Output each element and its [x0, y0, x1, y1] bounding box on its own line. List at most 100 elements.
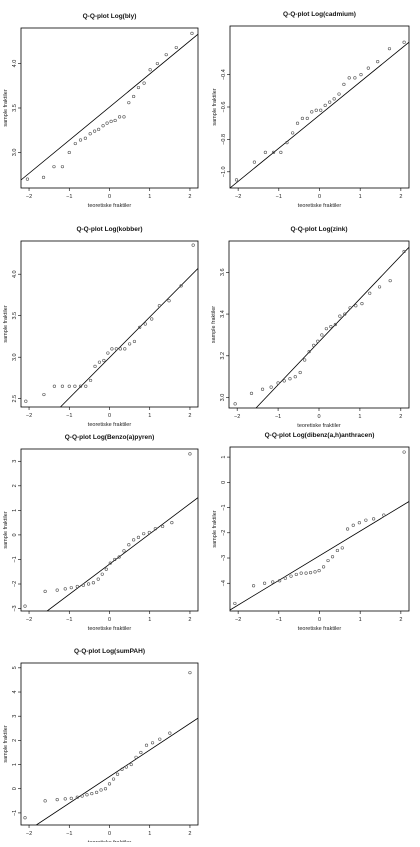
chart-title: Q-Q-plot Log(Benzo(a)pyren) [65, 434, 155, 441]
chart-title: Q-Q-plot Log(dibenz(a,h)anthracen) [265, 432, 375, 439]
data-point [120, 767, 124, 771]
data-point [99, 788, 103, 792]
data-point [343, 312, 347, 316]
data-point [124, 765, 128, 769]
data-point [262, 581, 267, 585]
data-point [168, 731, 172, 735]
x-tick-label: 2 [399, 194, 402, 200]
data-point [69, 796, 73, 801]
y-tick-label: −3 [12, 605, 18, 611]
data-point [122, 115, 126, 119]
data-point [60, 384, 65, 388]
data-point [335, 548, 340, 553]
data-point [80, 794, 84, 798]
data-point [117, 115, 122, 119]
data-point [329, 324, 333, 329]
data-point [153, 527, 157, 531]
data-point [90, 791, 94, 796]
plot-frame [20, 662, 199, 826]
y-tick-label: 3.0 [12, 353, 18, 361]
y-tick-label: 3 [12, 715, 18, 718]
qq-plot-panel-7: Q-Q-plot Log(sumPAH)−2−1012−1012345teore… [3, 648, 199, 846]
data-point [85, 793, 89, 797]
data-point [69, 586, 73, 590]
y-tick-label: −1.0 [221, 166, 227, 177]
data-point [63, 587, 67, 591]
data-point [293, 375, 297, 379]
data-point [348, 306, 352, 310]
y-axis-label: sample fraktiler [3, 725, 9, 762]
x-tick-label: 0 [108, 194, 111, 200]
data-point [402, 249, 406, 254]
data-point [150, 741, 155, 745]
data-point [388, 279, 392, 283]
plot-frame [20, 448, 199, 612]
data-point [317, 569, 321, 573]
data-point [41, 175, 46, 179]
x-tick-label: −1 [66, 194, 72, 200]
data-point [42, 392, 46, 397]
x-tick-label: 0 [108, 413, 111, 419]
y-tick-label: 4.0 [12, 270, 18, 278]
y-tick-label: 3.6 [220, 268, 226, 276]
data-point [321, 565, 326, 569]
y-tick-label: 0 [12, 533, 18, 536]
data-point [158, 737, 162, 741]
chart-title: Q-Q-plot Log(sumPAH) [74, 648, 145, 655]
y-tick-label: −2 [221, 530, 227, 536]
data-point [372, 517, 376, 521]
data-point [128, 342, 132, 346]
data-point [97, 360, 102, 364]
x-tick-label: −2 [235, 194, 241, 200]
data-point [148, 68, 152, 72]
data-point [353, 76, 357, 80]
y-tick-label: 2 [12, 739, 18, 742]
x-tick-label: −2 [26, 194, 32, 200]
data-point [299, 571, 303, 575]
data-point [314, 108, 318, 112]
data-point [366, 66, 370, 70]
data-point [55, 588, 59, 592]
data-point [142, 81, 146, 85]
y-axis-label: sample fraktiler [3, 305, 9, 342]
data-point [234, 178, 239, 182]
x-axis-label: teoretiske fraktiler [297, 423, 341, 429]
data-point [308, 571, 313, 575]
data-point [43, 799, 47, 803]
qq-plot-panel-4: Q-Q-plot Log(zink) −2 −1 0 1 2 3.0 3.2 3.4 3.6 teo… [211, 226, 410, 429]
y-tick-label: 1 [12, 509, 18, 512]
data-point [147, 530, 151, 535]
data-point [345, 527, 350, 531]
data-point [104, 567, 108, 571]
data-point [75, 584, 79, 589]
y-axis-label: sample fraktiler [212, 88, 218, 125]
data-point [81, 583, 85, 587]
data-point [96, 577, 100, 581]
data-point [127, 543, 131, 547]
x-tick-label: −1 [275, 414, 281, 420]
x-tick-label: −1 [276, 617, 282, 623]
data-point [24, 399, 28, 403]
x-tick-label: 2 [188, 617, 191, 623]
data-point [113, 557, 117, 562]
data-point [271, 580, 275, 584]
x-tick-label: 2 [399, 414, 402, 420]
y-axis-label: sample fraktiler [3, 511, 9, 548]
data-point [377, 285, 382, 289]
y-tick-label: 1 [12, 763, 18, 766]
data-point [132, 94, 136, 99]
x-tick-label: −2 [26, 617, 32, 623]
qq-plot-panel-6: Q-Q-plot Log(dibenz(a,h)anthracen) −2 −1 0 1… [212, 432, 410, 632]
qq-reference-line [60, 268, 198, 407]
data-point [88, 132, 92, 136]
data-point [127, 101, 131, 105]
data-point [338, 314, 342, 318]
data-point [23, 816, 27, 820]
data-point [279, 150, 283, 154]
data-point [63, 797, 67, 801]
data-point [170, 521, 174, 525]
y-tick-label: 0 [221, 481, 227, 484]
data-point [73, 384, 77, 388]
y-tick-label: 2 [12, 484, 18, 487]
qq-reference-line [36, 717, 198, 825]
